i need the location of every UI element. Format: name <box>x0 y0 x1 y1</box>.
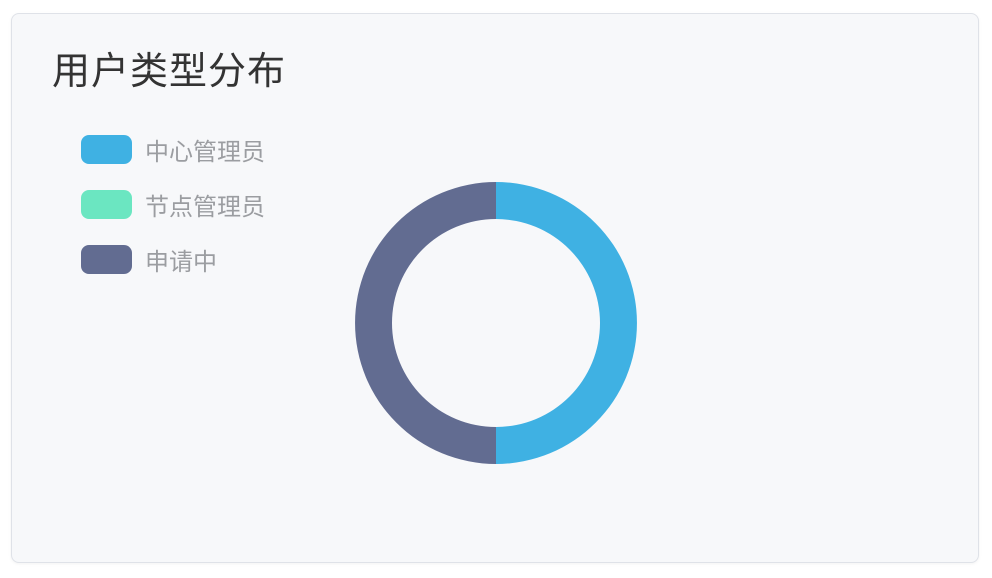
donut-chart <box>355 182 637 464</box>
legend-item-pending[interactable]: 申请中 <box>81 242 265 277</box>
legend-swatch-icon[interactable] <box>81 245 132 274</box>
legend-item-node-admin[interactable]: 节点管理员 <box>81 187 265 222</box>
legend-swatch-icon[interactable] <box>81 135 132 164</box>
legend-swatch-icon[interactable] <box>81 190 132 219</box>
legend-label: 申请中 <box>145 249 217 276</box>
pie-segment-0[interactable] <box>496 182 637 464</box>
chart-legend: 中心管理员 节点管理员 申请中 <box>81 132 265 277</box>
pie-segment-2[interactable] <box>355 182 496 464</box>
chart-card: 用户类型分布 中心管理员 节点管理员 申请中 <box>11 13 979 563</box>
chart-title: 用户类型分布 <box>52 51 287 93</box>
legend-label: 节点管理员 <box>145 194 265 221</box>
legend-item-center-admin[interactable]: 中心管理员 <box>81 132 265 167</box>
legend-label: 中心管理员 <box>145 139 265 166</box>
